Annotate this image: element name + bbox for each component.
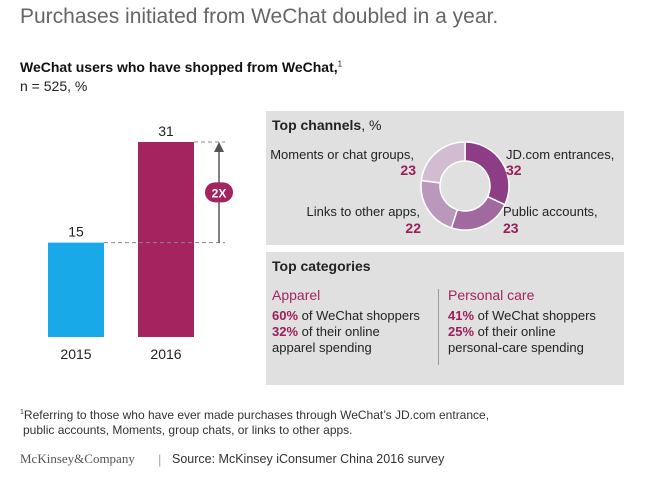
bar-category-2015: 2015: [60, 346, 91, 362]
bar-chart: 15 2015 31 2016 2X: [48, 123, 233, 362]
apparel-spending-text: of their online: [301, 324, 380, 339]
top-categories-title-text: Top categories: [272, 258, 371, 274]
personal-care-line-shoppers: 41% of WeChat shoppers: [448, 308, 596, 324]
personal-care-line-spending-2: personal-care spending: [448, 340, 584, 355]
channel-value-jd: 32: [506, 162, 522, 178]
chart-subtitle: WeChat users who have shopped from WeCha…: [20, 59, 342, 75]
donut-slice-public: [450, 195, 506, 231]
personal-care-shoppers-pct: 41%: [448, 308, 475, 323]
growth-badge-label: 2X: [212, 186, 227, 200]
channel-value-moments: 23: [400, 162, 416, 178]
bar-2015: [48, 242, 104, 337]
bar-2016: [138, 142, 194, 337]
personal-care-line-spending: 25% of their online: [448, 324, 596, 340]
channel-value-links: 22: [405, 220, 421, 236]
brand-separator: |: [158, 452, 162, 467]
bar-value-2015: 15: [68, 224, 84, 240]
personal-care-spending-text: of their online: [477, 324, 556, 339]
channel-label-public: Public accounts,: [503, 204, 598, 219]
footnote-line-1-text: Referring to those who have ever made pu…: [23, 408, 490, 422]
personal-care-heading: Personal care: [448, 287, 535, 303]
source-note: Source: McKinsey iConsumer China 2016 su…: [172, 452, 445, 466]
footnote-mark: 1: [20, 409, 24, 416]
growth-arrow-head: [214, 142, 224, 152]
top-categories-title: Top categories: [272, 258, 371, 274]
donut-slice-moments: [420, 141, 466, 184]
subtitle-footnote-mark: 1: [337, 59, 343, 69]
footnote-line-1: 1Referring to those who have ever made p…: [20, 405, 489, 423]
chart-subtitle-text: WeChat users who have shopped from WeCha…: [20, 59, 338, 75]
channel-label-moments: Moments or chat groups,: [270, 147, 414, 162]
apparel-shoppers-text: of WeChat shoppers: [301, 308, 420, 323]
footnote-line-2: public accounts, Moments, group chats, o…: [23, 423, 353, 437]
personal-care-block: Personal care 41% of WeChat shoppers 25%…: [448, 287, 596, 356]
top-channels-title-text: Top channels: [272, 117, 362, 133]
donut-slice-jd: [464, 141, 510, 206]
apparel-line-spending: 32% of their online: [272, 324, 420, 340]
apparel-spending-pct: 32%: [272, 324, 299, 339]
sample-size-label: n = 525, %: [20, 78, 88, 94]
apparel-line-spending-2: apparel spending: [272, 340, 372, 355]
bar-category-2016: 2016: [150, 346, 181, 362]
channels-donut: [420, 141, 510, 231]
brand-logo: McKinsey&Company: [20, 451, 135, 466]
bar-value-2016: 31: [158, 123, 174, 139]
channel-label-jd: JD.com entrances,: [506, 147, 615, 162]
top-channels-unit: , %: [361, 117, 382, 133]
channel-value-public: 23: [503, 220, 519, 236]
categories-divider: [438, 289, 439, 365]
personal-care-spending-pct: 25%: [448, 324, 475, 339]
page-title: Purchases initiated from WeChat doubled …: [20, 5, 499, 28]
channel-label-links: Links to other apps,: [306, 204, 420, 219]
personal-care-shoppers-text: of WeChat shoppers: [477, 308, 596, 323]
top-channels-title: Top channels, %: [272, 117, 381, 133]
footnote: 1Referring to those who have ever made p…: [20, 405, 489, 438]
apparel-heading: Apparel: [272, 287, 321, 303]
apparel-line-shoppers: 60% of WeChat shoppers: [272, 308, 420, 324]
top-categories-panel: [266, 252, 624, 385]
apparel-block: Apparel 60% of WeChat shoppers 32% of th…: [272, 287, 420, 356]
apparel-shoppers-pct: 60%: [272, 308, 299, 323]
growth-badge: [205, 182, 233, 203]
donut-slice-links: [420, 179, 459, 229]
